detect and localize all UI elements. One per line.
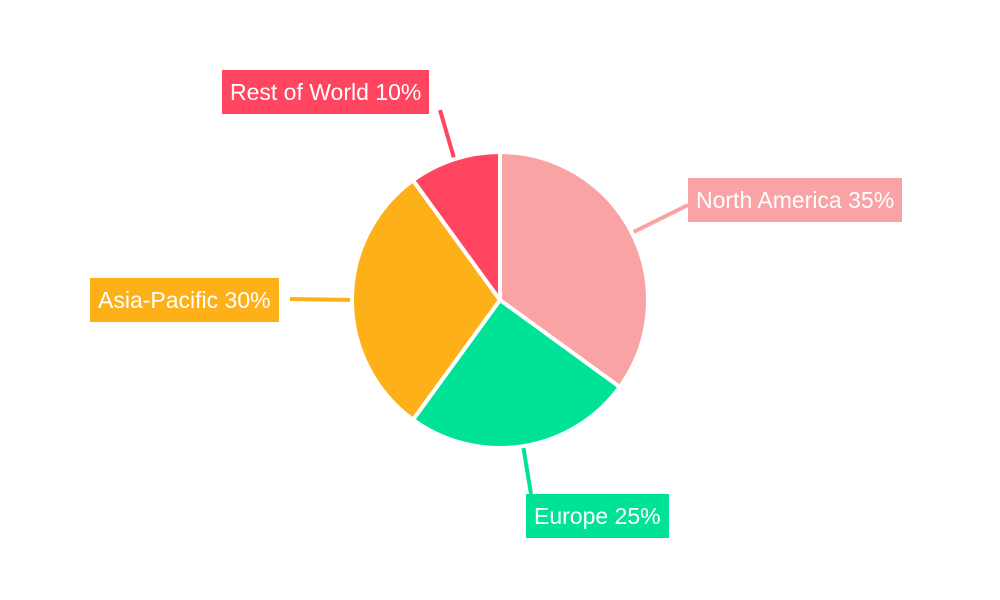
slice-europe[interactable] [411,298,622,450]
slice-north-america[interactable] [498,150,650,389]
leader-line-rest-of-world [438,109,457,162]
slice-asia-pacific[interactable] [350,178,502,422]
leader-line-asia-pacific [289,297,355,302]
leader-line-north-america [629,203,689,236]
leader-line-europe [520,443,533,495]
slice-rest-of-world[interactable] [411,150,502,302]
data-label-rest-of-world: Rest of World 10% [222,70,430,114]
data-label-europe: Europe 25% [526,494,669,538]
data-label-north-america: North America 35% [688,178,903,222]
data-label-asia-pacific: Asia-Pacific 30% [90,278,279,322]
